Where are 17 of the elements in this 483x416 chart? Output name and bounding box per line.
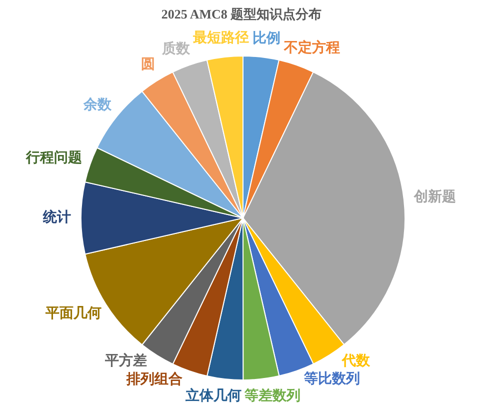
slice-label: 创新题 <box>412 188 456 206</box>
slice-label: 立体几何 <box>184 387 242 404</box>
slice-label: 最短路径 <box>192 30 250 46</box>
slice-label: 余数 <box>82 96 113 113</box>
slice-label: 行程问题 <box>25 150 82 166</box>
slice-label: 圆 <box>140 56 155 73</box>
slice-label: 平方差 <box>104 352 148 370</box>
slice-label: 等差数列 <box>244 388 301 404</box>
slice-label: 不定方程 <box>282 39 340 56</box>
slice-label: 等比数列 <box>302 371 360 388</box>
slice-label: 代数 <box>340 353 371 370</box>
slice-label: 排列组合 <box>125 371 182 388</box>
slice-label: 比例 <box>252 30 281 46</box>
slice-label: 平面几何 <box>44 306 102 322</box>
chart-title: 2025 AMC8 题型知识点分布 <box>161 6 322 22</box>
slice-label: 质数 <box>160 40 191 58</box>
slice-label: 统计 <box>42 208 71 226</box>
